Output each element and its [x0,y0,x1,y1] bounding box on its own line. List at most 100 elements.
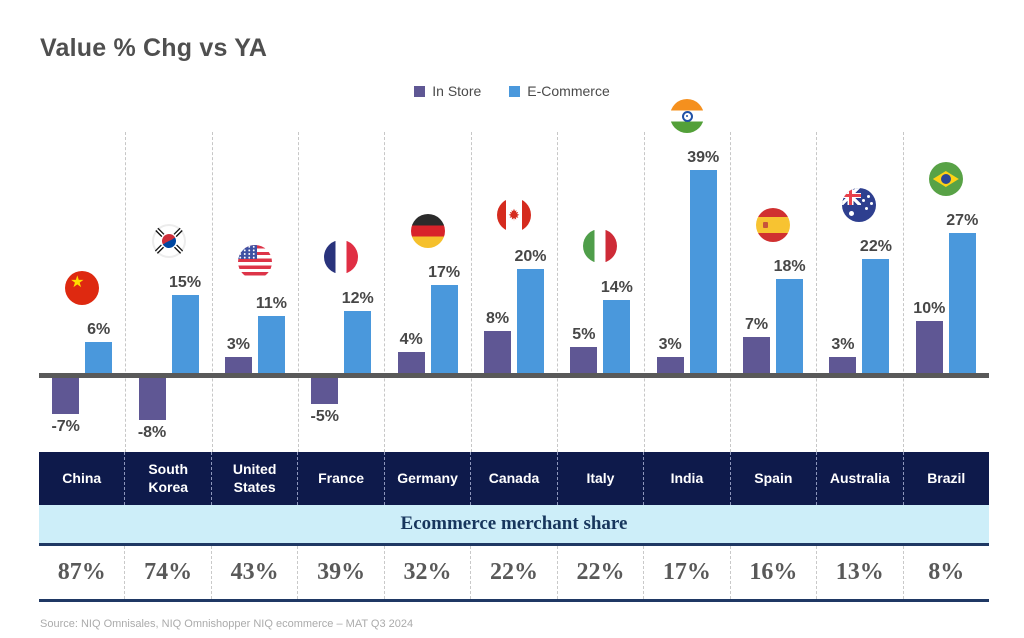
chart-column-china: -7% 6% ★ [39,130,125,452]
legend-label: E-Commerce [527,83,610,99]
value-label-ecommerce-germany: 17% [428,264,461,281]
bar-in-store-south-korea [138,378,166,420]
merchant-share-france: 39% [298,546,385,599]
gridline [125,132,127,452]
gridline [816,132,818,452]
merchant-share-band-label: Ecommerce merchant share [400,513,628,534]
value-label-ecommerce-canada: 20% [514,248,547,265]
merchant-share-brazil: 8% [928,559,965,585]
chart-column-germany: 4% 17% [384,130,470,452]
bar-ecommerce-italy [603,300,631,373]
chart-column-canada: 8% 20% [471,130,557,452]
bar-ecommerce-south-korea [171,295,199,373]
italy-flag-icon [583,229,618,263]
brazil-flag-icon [928,162,963,196]
chart-column-italy: 5% 14% [557,130,643,452]
bar-in-store-china [52,378,80,414]
bar-in-store-india [656,357,684,373]
value-label-ecommerce-italy: 14% [600,279,633,296]
value-label-in-store-canada: 8% [485,310,510,327]
e-commerce-swatch-icon [509,85,521,97]
bar-ecommerce-china [85,342,113,373]
gridline [298,132,300,452]
gridline [211,132,213,452]
country-header-united-states: United States [212,452,299,505]
spain-flag-icon [756,208,791,242]
bar-ecommerce-australia [862,259,890,373]
country-header-india: India [644,452,731,505]
country-header-germany: Germany [385,452,472,505]
bar-in-store-germany [397,352,425,373]
chart-column-south-korea: -8% 15% [125,130,211,452]
value-label-ecommerce-australia: 22% [859,238,892,255]
chart-column-brazil: 10% 27% [903,130,989,452]
legend-item-e-commerce: E-Commerce [509,83,610,99]
bar-in-store-united-states [224,357,252,373]
chart-column-united-states: 3% 11% [212,130,298,452]
value-label-in-store-india: 3% [658,336,682,353]
merchant-share-china: 87% [39,546,126,599]
merchant-share-canada: 22% [471,546,558,599]
bar-chart: -7% 6% ★ -8% 15% 3% 11% -5% 12% 4% 17% 8% 20% 5% 14% 3%… [39,99,989,452]
country-header-australia: Australia [817,452,904,505]
germany-flag-icon [410,214,445,248]
x-axis-line [39,373,989,378]
country-header-spain: Spain [731,452,818,505]
country-header-canada: Canada [471,452,558,505]
chart-column-france: -5% 12% [298,130,384,452]
country-header-china: China [39,452,126,505]
united-states-flag-icon [237,245,272,279]
merchant-share-south-korea: 74% [125,546,212,599]
bar-ecommerce-united-states [257,316,285,373]
value-label-in-store-australia: 3% [831,336,855,353]
india-flag-icon [669,99,704,133]
merchant-share-band: Ecommerce merchant share [39,505,989,546]
chart-column-spain: 7% 18% [730,130,816,452]
source-note: Source: NIQ Omnisales, NIQ Omnishopper N… [40,618,414,630]
merchant-share-united-states: 43% [212,546,299,599]
country-header-italy: Italy [558,452,645,505]
gridline [470,132,472,452]
page-title: Value % Chg vs YA [40,34,268,62]
country-header-brazil: Brazil [927,469,966,486]
gridline [384,132,386,452]
country-table: China South Korea United States France Germa… [39,452,989,602]
value-label-ecommerce-china: 6% [87,321,111,338]
bar-in-store-brazil [915,321,943,373]
bar-in-store-france [311,378,339,404]
bar-in-store-australia [829,357,857,373]
value-label-ecommerce-france: 12% [341,290,374,307]
value-label-in-store-germany: 4% [399,331,423,348]
gridline [902,132,904,452]
value-label-ecommerce-united-states: 11% [255,295,287,312]
gridline [557,132,559,452]
value-label-in-store-brazil: 10% [913,300,946,317]
bar-in-store-spain [743,337,771,373]
value-label-ecommerce-spain: 18% [773,258,806,275]
value-label-in-store-italy: 5% [572,326,596,343]
france-flag-icon [324,240,359,274]
china-flag-icon: ★ [65,271,100,305]
chart-column-australia: 3% 22% [816,130,902,452]
gridline [643,132,645,452]
value-label-ecommerce-brazil: 27% [946,212,979,229]
country-header-south-korea: South Korea [125,452,212,505]
in-store-swatch-icon [414,85,426,97]
australia-flag-icon [842,188,877,222]
value-label-ecommerce-south-korea: 15% [169,274,202,291]
legend-item-in-store: In Store [414,83,481,99]
country-header-france: France [298,452,385,505]
merchant-share-spain: 16% [731,546,818,599]
bar-ecommerce-spain [776,279,804,373]
bar-ecommerce-canada [516,269,544,373]
canada-flag-icon [496,198,531,232]
merchant-share-india: 17% [644,546,731,599]
bar-ecommerce-germany [430,285,458,373]
bar-ecommerce-india [689,170,717,373]
merchant-share-italy: 22% [558,546,645,599]
bar-in-store-canada [483,331,511,373]
bar-ecommerce-france [344,311,372,373]
merchant-share-australia: 13% [817,546,904,599]
merchant-share-row: 87% 74% 43% 39% 32% 22% 22% 17% 16% 13% 8% [39,546,989,602]
